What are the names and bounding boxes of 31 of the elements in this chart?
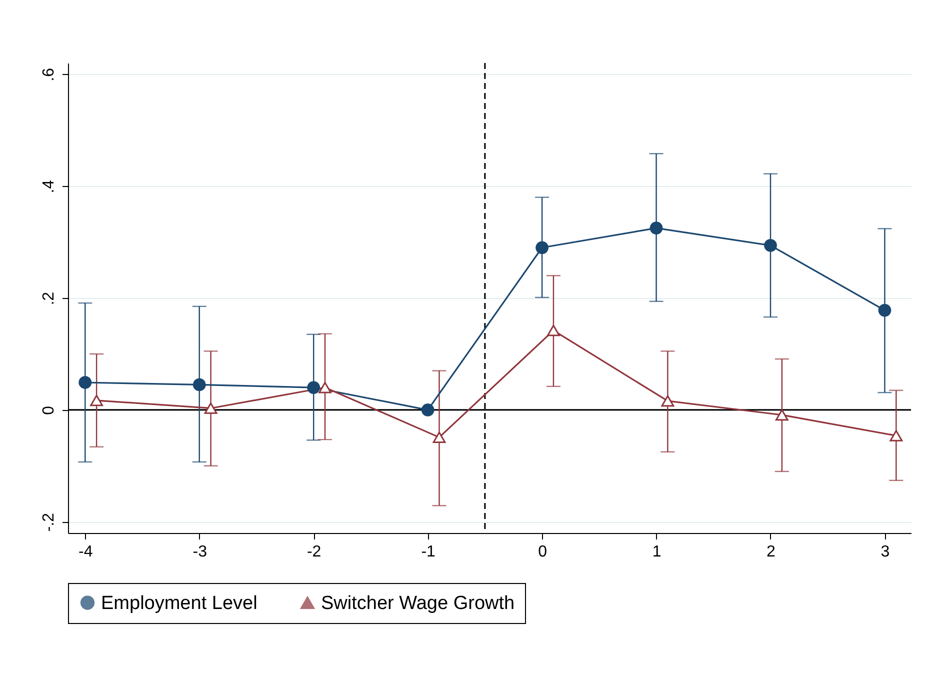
- y-tick-label: .2: [40, 292, 58, 306]
- point: [318, 382, 332, 394]
- point: [890, 430, 903, 442]
- point: [204, 402, 218, 414]
- point: [432, 432, 446, 444]
- point: [307, 381, 320, 394]
- point: [90, 394, 104, 406]
- point: [650, 222, 663, 234]
- point: [661, 395, 674, 407]
- x-tick-label: -4: [78, 544, 93, 560]
- point: [78, 376, 92, 389]
- point: [421, 403, 434, 416]
- legend-label: Switcher Wage Growth: [321, 592, 515, 614]
- x-tick-label: 2: [766, 544, 776, 560]
- point: [775, 409, 788, 421]
- x-tick-label: 1: [652, 544, 662, 560]
- x-tick-label: -1: [421, 544, 436, 560]
- x-tick-label: -2: [306, 544, 322, 560]
- y-tick-label: -.2: [40, 512, 58, 532]
- x-tick-label: 0: [538, 544, 548, 560]
- point: [547, 324, 560, 336]
- point: [878, 304, 892, 317]
- y-tick-label: .4: [40, 180, 58, 194]
- y-tick-label: 0: [40, 406, 58, 415]
- x-tick-label: -3: [192, 544, 208, 560]
- y-tick-label: .6: [40, 68, 58, 82]
- point: [192, 378, 206, 392]
- point: [764, 238, 777, 252]
- x-tick-label: 3: [880, 544, 890, 560]
- legend-label: Employment Level: [101, 592, 258, 614]
- point: [536, 241, 548, 254]
